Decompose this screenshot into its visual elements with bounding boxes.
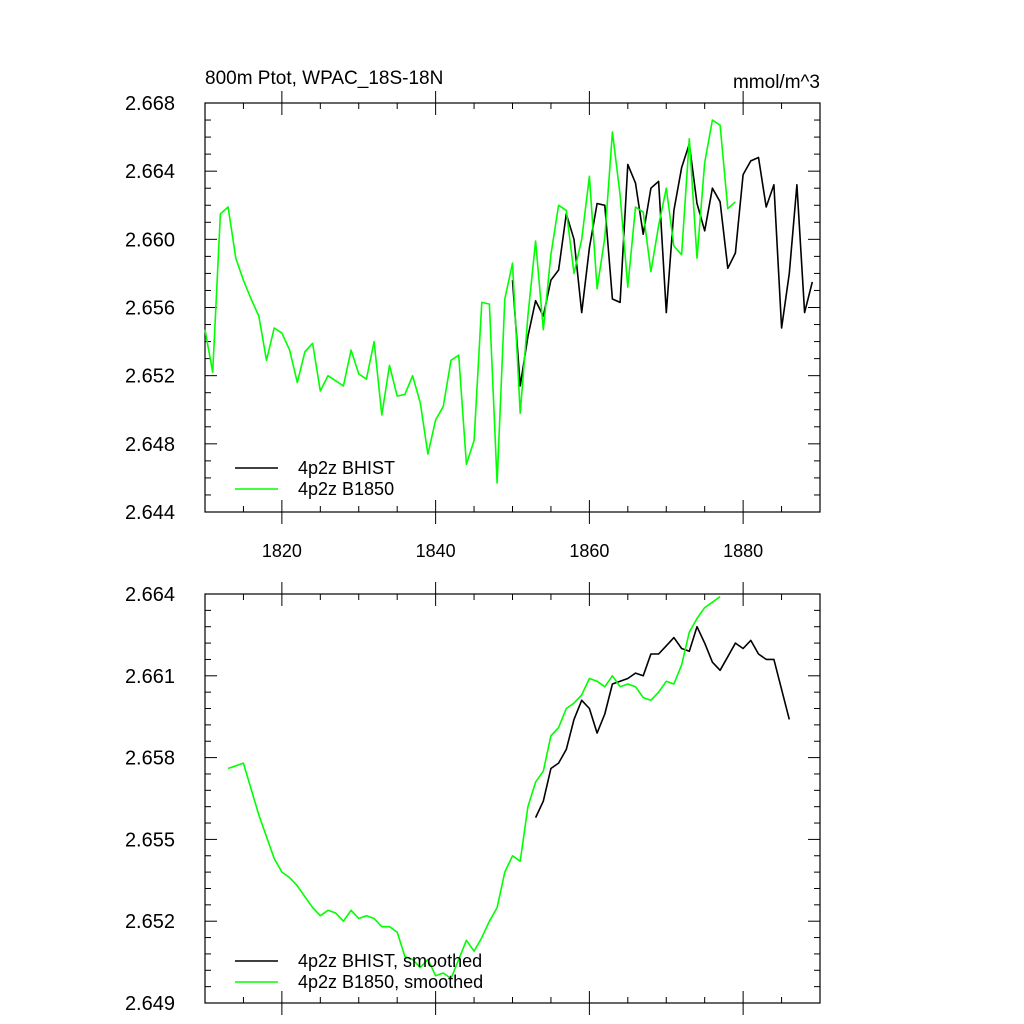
series-line-4p2z-bhist xyxy=(511,143,814,387)
legend-label-bhist: 4p2z BHIST xyxy=(298,458,395,478)
top-panel: 800m Ptot, WPAC_18S-18N mmol/m^3 2.6442.… xyxy=(125,68,821,561)
bottom-panel-legend: 4p2z BHIST, smoothed 4p2z B1850, smoothe… xyxy=(235,951,483,992)
top-panel-units: mmol/m^3 xyxy=(733,72,820,93)
legend-label-b1850: 4p2z B1850 xyxy=(298,479,394,499)
y-tick-label: 2.649 xyxy=(125,993,175,1015)
y-tick-label: 2.661 xyxy=(125,666,175,688)
x-tick-label: 1880 xyxy=(723,541,763,561)
y-tick-label: 2.664 xyxy=(125,161,175,183)
top-panel-ticks: 2.644 2.648 2.652 2.656 2.660 2.664 2.668 1820 1… xyxy=(125,91,821,561)
top-panel-lines xyxy=(204,119,814,484)
series-line-4p2z-b1850-smoothed xyxy=(227,596,721,980)
y-tick-label: 2.664 xyxy=(125,584,175,606)
x-tick-label: 1820 xyxy=(262,541,302,561)
y-tick-label: 2.655 xyxy=(125,829,175,851)
y-tick-label: 2.660 xyxy=(125,229,175,251)
series-line-4p2z-bhist-smoothed xyxy=(534,625,791,818)
top-panel-title: 800m Ptot, WPAC_18S-18N xyxy=(205,68,443,89)
y-tick-label: 2.648 xyxy=(125,434,175,456)
x-tick-label: 1840 xyxy=(416,541,456,561)
y-tick-label: 2.652 xyxy=(125,911,175,933)
y-tick-label: 2.656 xyxy=(125,298,175,320)
x-tick-label: 1860 xyxy=(569,541,609,561)
y-tick-label: 2.644 xyxy=(125,502,175,524)
y-tick-label: 2.668 xyxy=(125,93,175,115)
y-tick-label: 2.658 xyxy=(125,748,175,770)
legend-label-b1850-smoothed: 4p2z B1850, smoothed xyxy=(298,972,483,992)
bottom-panel: 2.649 2.652 2.655 2.658 2.661 2.664 4p2z BHIS… xyxy=(125,582,821,1015)
top-panel-plot-frame xyxy=(204,102,821,513)
legend-label-bhist-smoothed: 4p2z BHIST, smoothed xyxy=(298,951,482,971)
bottom-panel-lines xyxy=(227,596,791,980)
bottom-panel-ticks: 2.649 2.652 2.655 2.658 2.661 2.664 xyxy=(125,582,821,1015)
top-panel-legend: 4p2z BHIST 4p2z B1850 xyxy=(235,458,395,499)
y-tick-label: 2.652 xyxy=(125,366,175,388)
series-line-4p2z-b1850 xyxy=(204,119,736,484)
